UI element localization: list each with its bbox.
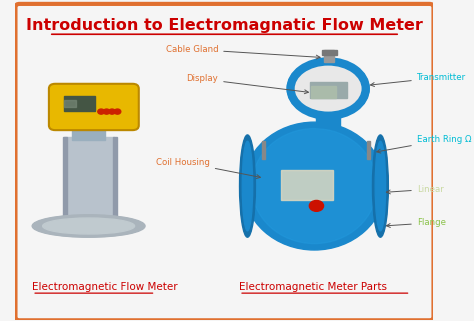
Text: Electromagnetic Meter Parts: Electromagnetic Meter Parts — [239, 282, 387, 291]
FancyBboxPatch shape — [16, 4, 434, 320]
Bar — [113, 136, 117, 226]
Bar — [64, 100, 76, 107]
Text: Cable Gland: Cable Gland — [165, 45, 320, 59]
Bar — [322, 50, 337, 55]
Text: Linear: Linear — [386, 185, 444, 194]
Ellipse shape — [243, 122, 385, 250]
Text: Introduction to Electromagnatic Flow Meter: Introduction to Electromagnatic Flow Met… — [26, 18, 423, 33]
FancyBboxPatch shape — [49, 84, 139, 130]
Bar — [281, 170, 333, 200]
Text: Coil Housing: Coil Housing — [156, 158, 260, 178]
Circle shape — [103, 109, 110, 114]
Bar — [72, 122, 105, 140]
Ellipse shape — [239, 135, 255, 237]
Bar — [64, 136, 114, 226]
Ellipse shape — [242, 141, 253, 231]
Ellipse shape — [375, 141, 386, 231]
Text: Flange: Flange — [386, 218, 446, 228]
Ellipse shape — [252, 128, 377, 244]
Ellipse shape — [32, 215, 145, 237]
Bar — [316, 103, 340, 127]
Text: Display: Display — [186, 74, 309, 94]
Circle shape — [98, 109, 104, 114]
Bar — [262, 141, 265, 159]
Circle shape — [114, 109, 121, 114]
Bar — [64, 96, 95, 111]
Circle shape — [109, 109, 115, 114]
Bar — [311, 86, 336, 98]
Text: Transmitter: Transmitter — [371, 73, 466, 86]
Bar — [366, 141, 370, 159]
Circle shape — [310, 200, 324, 211]
Ellipse shape — [373, 135, 388, 237]
Text: Electromagnetic Flow Meter: Electromagnetic Flow Meter — [32, 282, 178, 291]
Ellipse shape — [43, 218, 135, 234]
Bar — [63, 136, 67, 226]
Ellipse shape — [34, 215, 143, 237]
Bar — [310, 82, 347, 98]
Text: Earth Ring Ω: Earth Ring Ω — [377, 135, 471, 153]
Ellipse shape — [287, 59, 369, 118]
Bar — [324, 50, 335, 62]
Ellipse shape — [292, 62, 365, 115]
